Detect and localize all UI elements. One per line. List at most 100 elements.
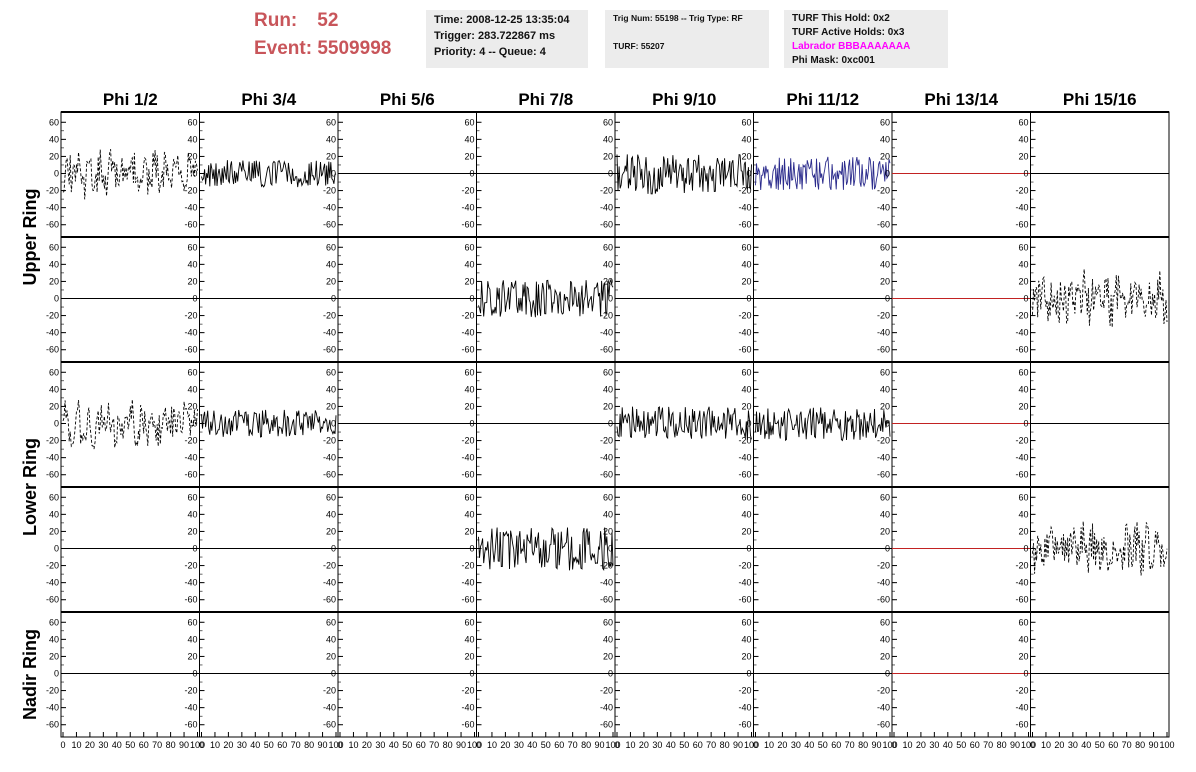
y-tick-label: 0: [469, 669, 474, 679]
y-tick-label: -60: [184, 220, 197, 230]
y-tick-label: -20: [184, 436, 197, 446]
waveform-panel: 60 40 20 0 -20 -40 -60: [600, 486, 754, 613]
y-tick-label: 20: [741, 651, 751, 661]
y-tick-label: -40: [877, 578, 890, 588]
y-tick-label: -20: [46, 436, 59, 446]
x-tick-label: 70: [1122, 740, 1132, 750]
x-tick-label: 60: [693, 740, 703, 750]
y-tick-label: 60: [326, 367, 336, 377]
y-tick-label: 40: [603, 509, 613, 519]
y-tick-label: 60: [1018, 617, 1028, 627]
column-title: Phi 3/4: [241, 90, 296, 109]
x-tick-label: 50: [679, 740, 689, 750]
y-tick-label: 20: [603, 151, 613, 161]
ring-label: Lower Ring: [20, 438, 40, 536]
y-tick-label: -40: [461, 703, 474, 713]
y-tick-label: 60: [603, 617, 613, 627]
x-tick-label: 10: [348, 740, 358, 750]
waveform-panel: 60 40 20 0 -20 -40 -60: [323, 486, 477, 613]
y-tick-label: 40: [49, 259, 59, 269]
y-tick-label: 0: [1023, 294, 1028, 304]
y-tick-label: 20: [326, 651, 336, 661]
y-tick-label: 60: [326, 117, 336, 127]
y-tick-label: 20: [880, 651, 890, 661]
y-tick-label: -20: [184, 686, 197, 696]
y-tick-label: 0: [885, 669, 890, 679]
x-tick-label: 20: [1054, 740, 1064, 750]
y-tick-label: 0: [746, 419, 751, 429]
y-tick-label: -60: [738, 470, 751, 480]
y-tick-label: 40: [464, 384, 474, 394]
ring-label: Upper Ring: [20, 189, 40, 286]
x-tick-label: 60: [1108, 740, 1118, 750]
y-tick-label: -60: [461, 595, 474, 605]
x-tick-label: 70: [152, 740, 162, 750]
y-tick-label: 20: [880, 401, 890, 411]
y-tick-label: -20: [461, 311, 474, 321]
y-tick-label: -20: [877, 686, 890, 696]
waveform-panel: 60 40 20 0 -20 -40 -60: [877, 361, 1031, 488]
y-tick-label: -20: [184, 186, 197, 196]
waveform-panel: 60 40 20 0 -20 -40 -60: [46, 236, 200, 363]
x-tick-label: 40: [112, 740, 122, 750]
y-tick-label: -60: [323, 470, 336, 480]
y-tick-label: 60: [326, 492, 336, 502]
x-tick-label: 90: [1149, 740, 1159, 750]
turf-active-holds: TURF Active Holds: 0x3: [792, 27, 905, 38]
y-tick-label: 40: [49, 384, 59, 394]
y-tick-label: 0: [746, 669, 751, 679]
y-tick-label: -60: [461, 345, 474, 355]
y-tick-label: -60: [738, 345, 751, 355]
y-tick-label: 0: [192, 669, 197, 679]
waveform-panel: 60 40 20 0 -20 -40 -60: [1015, 111, 1170, 238]
y-tick-label: 0: [192, 169, 197, 179]
y-tick-label: -20: [877, 436, 890, 446]
y-tick-label: -60: [877, 345, 890, 355]
y-tick-label: 0: [1023, 669, 1028, 679]
y-tick-label: -20: [877, 561, 890, 571]
y-tick-label: 40: [1018, 134, 1028, 144]
y-tick-label: 40: [49, 134, 59, 144]
y-tick-label: 20: [187, 151, 197, 161]
y-tick-label: 60: [880, 242, 890, 252]
y-tick-label: -40: [1015, 453, 1028, 463]
y-tick-label: 0: [885, 169, 890, 179]
x-tick-label: 80: [858, 740, 868, 750]
y-tick-label: 0: [885, 294, 890, 304]
y-tick-label: 0: [469, 294, 474, 304]
run-value: 52: [317, 10, 339, 31]
y-tick-label: -20: [46, 686, 59, 696]
x-tick-label: 90: [318, 740, 328, 750]
y-tick-label: 0: [54, 419, 59, 429]
turf-info-box: TURF This Hold: 0x2 TURF Active Holds: 0…: [784, 10, 948, 68]
y-tick-label: 0: [608, 169, 613, 179]
y-tick-label: -20: [600, 436, 613, 446]
y-tick-label: 20: [326, 526, 336, 536]
waveform-trace: [1032, 269, 1168, 328]
y-tick-label: -60: [461, 220, 474, 230]
ring-label: Nadir Ring: [20, 629, 40, 720]
turf-number: TURF: 55207: [613, 41, 665, 51]
y-tick-label: 20: [603, 651, 613, 661]
y-tick-label: 40: [326, 509, 336, 519]
y-tick-label: 20: [741, 151, 751, 161]
waveform-panel: 60 40 20 0 -20 -40 -60: [184, 361, 339, 488]
x-tick-label: 0: [1030, 740, 1035, 750]
waveform-panel: 60 40 20 0 -20 -40 -60: [461, 111, 616, 238]
y-tick-label: 0: [885, 419, 890, 429]
y-tick-label: 60: [1018, 367, 1028, 377]
y-tick-label: 20: [741, 401, 751, 411]
x-tick-label: 40: [804, 740, 814, 750]
y-tick-label: 20: [880, 276, 890, 286]
x-tick-label: 70: [291, 740, 301, 750]
x-tick-label: 80: [443, 740, 453, 750]
y-tick-label: 0: [192, 294, 197, 304]
y-tick-label: 40: [880, 509, 890, 519]
x-tick-label: 10: [1041, 740, 1051, 750]
y-tick-label: 60: [741, 367, 751, 377]
y-tick-label: 0: [331, 294, 336, 304]
y-tick-label: 40: [187, 259, 197, 269]
x-tick-label: 80: [1135, 740, 1145, 750]
